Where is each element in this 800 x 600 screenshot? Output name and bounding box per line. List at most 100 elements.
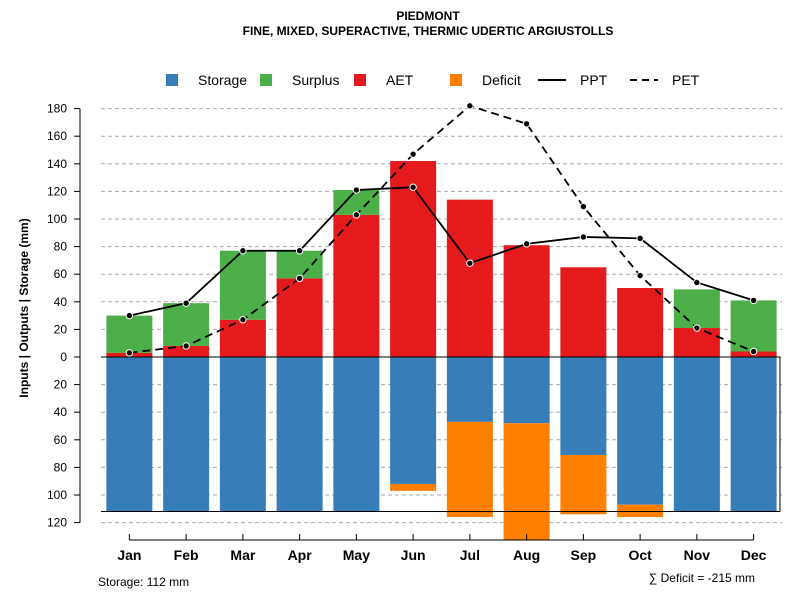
pet-point bbox=[636, 271, 644, 280]
ppt-line bbox=[129, 186, 754, 317]
ppt-point bbox=[579, 233, 588, 241]
storage-bar bbox=[673, 357, 720, 512]
surplus-bar bbox=[163, 303, 210, 346]
y-tick-label: 100 bbox=[47, 212, 67, 226]
legend-label: PPT bbox=[580, 72, 608, 88]
ppt-point bbox=[522, 240, 531, 248]
storage-bar bbox=[560, 357, 607, 455]
ppt-point bbox=[636, 234, 644, 243]
pet-point bbox=[295, 274, 304, 283]
aet-bar bbox=[333, 214, 380, 357]
storage-bar bbox=[730, 357, 777, 512]
deficit-bar bbox=[617, 504, 664, 518]
aet-bar bbox=[219, 319, 266, 357]
y-tick-label: 120 bbox=[47, 184, 67, 198]
storage-bar bbox=[163, 357, 210, 512]
x-tick-label: Aug bbox=[513, 547, 540, 563]
ppt-point bbox=[239, 247, 247, 255]
surplus-bar bbox=[673, 289, 720, 329]
ppt-point bbox=[182, 299, 190, 307]
y-tick-label: 80 bbox=[54, 240, 68, 254]
x-tick-label: Nov bbox=[684, 547, 711, 563]
ppt-point bbox=[352, 186, 361, 194]
ppt-point bbox=[295, 247, 304, 255]
x-tick-label: Apr bbox=[288, 547, 313, 563]
y-tick-label: 160 bbox=[47, 129, 67, 143]
x-tick-label: Oct bbox=[628, 547, 652, 563]
pet-point bbox=[522, 120, 531, 128]
legend-swatch bbox=[166, 74, 178, 86]
storage-bar bbox=[276, 357, 323, 512]
y-tick-label: 80 bbox=[54, 460, 68, 474]
pet-point bbox=[239, 316, 247, 324]
storage-note: Storage: 112 mm bbox=[98, 575, 189, 589]
aet-bar bbox=[503, 245, 550, 357]
storage-bar bbox=[106, 357, 153, 512]
gridlines bbox=[101, 108, 782, 524]
pet-point bbox=[693, 324, 701, 332]
legend-swatch bbox=[450, 74, 462, 86]
surplus-bar bbox=[730, 300, 777, 352]
legend-swatch bbox=[354, 74, 366, 86]
pet-line bbox=[129, 104, 754, 354]
aet-bar bbox=[560, 267, 607, 357]
legend-label: AET bbox=[386, 72, 414, 88]
y-axis: 180 160 140 120 100 80 60 40 20 0 20 40 60 80 100 120 bbox=[47, 102, 81, 530]
y-tick-label: 60 bbox=[54, 267, 68, 281]
x-axis: Jan Feb Mar Apr May Jun Jul Aug Sep Oct Nov Dec bbox=[117, 534, 767, 563]
y-tick-label: 20 bbox=[54, 378, 68, 392]
surplus-bar bbox=[106, 315, 153, 353]
y-axis-label: Inputs | Outputs | Storage (mm) bbox=[17, 218, 31, 397]
surplus-bar bbox=[276, 250, 323, 279]
legend-swatch bbox=[260, 74, 272, 86]
y-tick-label: 0 bbox=[60, 350, 67, 364]
ppt-point bbox=[693, 278, 701, 287]
pet-point bbox=[182, 342, 190, 350]
pet-point bbox=[125, 349, 134, 357]
deficit-note: ∑ Deficit = -215 mm bbox=[649, 571, 755, 585]
chart-title: PIEDMONT bbox=[396, 9, 460, 23]
legend-label: Surplus bbox=[292, 72, 339, 88]
pet-point bbox=[409, 150, 417, 158]
x-tick-label: May bbox=[343, 547, 370, 563]
storage-bar bbox=[390, 357, 437, 484]
ppt-point bbox=[466, 259, 474, 267]
ppt-point bbox=[125, 311, 134, 320]
storage-bar bbox=[617, 357, 664, 505]
y-tick-label: 20 bbox=[54, 322, 68, 336]
storage-bar bbox=[333, 357, 380, 512]
aet-bar bbox=[163, 345, 210, 357]
y-tick-label: 40 bbox=[54, 295, 68, 309]
lines bbox=[125, 102, 758, 357]
pet-point bbox=[749, 347, 758, 356]
legend-label: PET bbox=[672, 72, 700, 88]
x-tick-label: Mar bbox=[230, 547, 255, 563]
y-tick-label: 180 bbox=[47, 102, 67, 116]
ppt-point bbox=[749, 296, 758, 305]
zero-line bbox=[101, 356, 781, 513]
deficit-bar bbox=[390, 483, 437, 491]
aet-bar bbox=[446, 199, 493, 357]
aet-bar bbox=[390, 161, 437, 357]
aet-bar bbox=[617, 288, 664, 357]
chart-subtitle: FINE, MIXED, SUPERACTIVE, THERMIC UDERTI… bbox=[243, 24, 614, 38]
surplus-bar bbox=[333, 190, 380, 215]
x-tick-label: Jun bbox=[401, 547, 426, 563]
y-tick-label: 40 bbox=[54, 405, 68, 419]
pet-point bbox=[579, 202, 588, 211]
aet-bar bbox=[673, 328, 720, 357]
legend: Storage Surplus AET Deficit PPT PET bbox=[166, 72, 700, 88]
surplus-bar bbox=[219, 250, 266, 320]
pet-point bbox=[466, 102, 474, 110]
x-tick-label: Jul bbox=[460, 547, 480, 563]
x-tick-label: Jan bbox=[117, 547, 141, 563]
pet-point bbox=[352, 211, 361, 219]
y-tick-label: 60 bbox=[54, 433, 68, 447]
deficit-bar bbox=[560, 454, 607, 515]
deficit-bar bbox=[503, 423, 550, 541]
legend-label: Storage bbox=[198, 72, 247, 88]
bars bbox=[106, 161, 777, 541]
storage-bar bbox=[503, 357, 550, 424]
storage-bar bbox=[219, 357, 266, 512]
